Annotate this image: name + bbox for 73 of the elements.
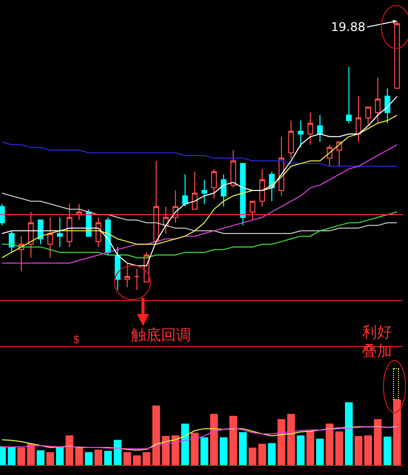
candlestick bbox=[211, 168, 217, 200]
bar bbox=[84, 452, 93, 465]
candlestick bbox=[230, 150, 236, 188]
bar bbox=[239, 432, 247, 465]
bar bbox=[104, 450, 112, 465]
candlestick bbox=[307, 112, 314, 146]
bar bbox=[335, 431, 344, 465]
candlestick bbox=[105, 216, 111, 256]
bar bbox=[364, 435, 372, 465]
candlestick bbox=[317, 114, 323, 143]
candlestick bbox=[124, 262, 130, 288]
candlestick bbox=[56, 216, 63, 248]
candlestick bbox=[66, 203, 72, 248]
candlestick bbox=[28, 211, 34, 258]
candlestick bbox=[192, 171, 198, 210]
candlestick bbox=[240, 163, 246, 226]
bar bbox=[17, 448, 26, 465]
bar bbox=[94, 450, 102, 465]
bar bbox=[384, 436, 392, 465]
candlestick bbox=[250, 200, 256, 221]
bar bbox=[354, 436, 362, 465]
bar bbox=[162, 436, 170, 465]
candlestick bbox=[153, 160, 160, 242]
bar bbox=[306, 431, 314, 465]
bar bbox=[316, 438, 324, 465]
bar bbox=[36, 450, 44, 465]
bar bbox=[123, 452, 132, 465]
candlestick bbox=[201, 179, 208, 204]
candlestick bbox=[374, 76, 381, 124]
bar bbox=[393, 400, 401, 465]
annotation: 19.88 bbox=[331, 20, 366, 34]
bar bbox=[8, 446, 16, 465]
bar bbox=[268, 443, 276, 465]
bar bbox=[210, 414, 218, 465]
candlestick bbox=[76, 203, 82, 221]
bar bbox=[220, 437, 228, 465]
bar bbox=[200, 437, 208, 465]
bar bbox=[172, 435, 180, 465]
bar bbox=[152, 406, 160, 465]
bar bbox=[326, 424, 334, 465]
bar bbox=[114, 440, 122, 465]
bar bbox=[344, 402, 353, 465]
bar bbox=[248, 448, 256, 465]
candlestick bbox=[365, 106, 371, 126]
candlestick bbox=[182, 174, 188, 208]
candlestick bbox=[356, 96, 362, 143]
candlestick bbox=[288, 120, 294, 159]
bar bbox=[190, 432, 199, 465]
candlestick bbox=[394, 20, 400, 89]
bar bbox=[56, 446, 64, 465]
candlestick bbox=[8, 230, 15, 253]
bar bbox=[296, 435, 305, 465]
text: 触底回调 bbox=[131, 326, 191, 344]
text: 叠加 bbox=[362, 342, 392, 360]
text: $ bbox=[73, 333, 80, 346]
candlestick bbox=[259, 168, 266, 208]
candlestick bbox=[326, 144, 332, 167]
candlestick bbox=[134, 268, 140, 290]
candlestick bbox=[0, 203, 5, 226]
candlestick bbox=[384, 88, 390, 124]
bar bbox=[181, 424, 189, 465]
bar bbox=[374, 419, 382, 465]
text: 利好 bbox=[362, 323, 392, 341]
candlestick bbox=[220, 174, 226, 208]
bar bbox=[229, 416, 238, 465]
candlestick bbox=[38, 220, 44, 245]
bar bbox=[27, 444, 35, 465]
bar bbox=[258, 444, 266, 465]
candlestick bbox=[298, 120, 304, 148]
bar bbox=[46, 452, 54, 465]
candlestick bbox=[346, 66, 352, 124]
candlestick bbox=[47, 216, 54, 258]
candlestick bbox=[336, 142, 342, 167]
